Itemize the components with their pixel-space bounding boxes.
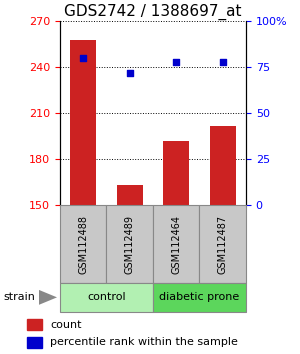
Text: count: count [50,320,82,330]
Text: strain: strain [3,292,35,302]
Point [220,59,225,64]
Bar [117,185,142,205]
Text: control: control [87,292,126,302]
Point [128,70,132,76]
Bar [210,126,236,205]
Text: GSM112464: GSM112464 [171,215,181,274]
Bar [27,319,43,330]
Title: GDS2742 / 1388697_at: GDS2742 / 1388697_at [64,4,242,20]
Point [81,55,86,61]
Bar [27,337,43,348]
Text: percentile rank within the sample: percentile rank within the sample [50,337,238,347]
FancyBboxPatch shape [153,283,246,312]
Point [174,59,178,64]
Polygon shape [39,290,57,305]
Text: diabetic prone: diabetic prone [159,292,240,302]
Text: GSM112487: GSM112487 [218,215,228,274]
FancyBboxPatch shape [60,205,106,283]
FancyBboxPatch shape [60,283,153,312]
Text: GSM112489: GSM112489 [125,215,135,274]
Bar [164,141,189,205]
Text: GSM112488: GSM112488 [78,215,88,274]
FancyBboxPatch shape [153,205,200,283]
FancyBboxPatch shape [200,205,246,283]
Bar [70,40,96,205]
FancyBboxPatch shape [106,205,153,283]
